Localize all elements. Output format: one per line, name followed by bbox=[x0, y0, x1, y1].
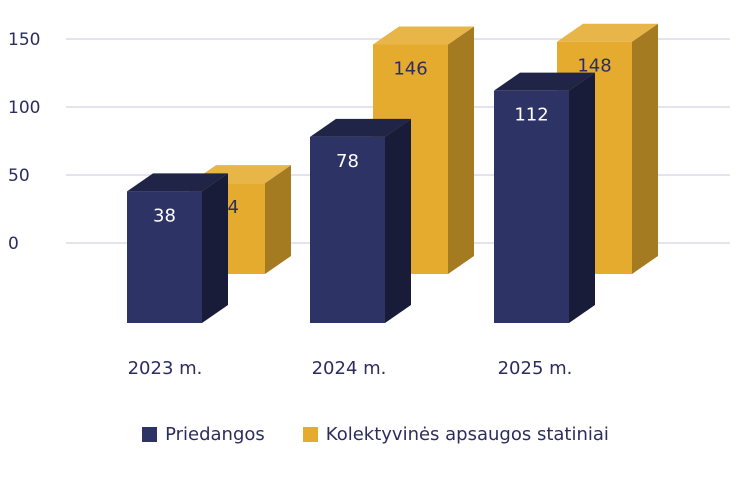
y-tick-label-150: 150 bbox=[8, 30, 40, 50]
data-label-0-0: 38 bbox=[153, 205, 176, 226]
data-label-1-1: 146 bbox=[393, 58, 427, 79]
bar-front-0-2 bbox=[494, 90, 569, 324]
bar-front-0-0 bbox=[127, 191, 202, 323]
bar-top-0-2 bbox=[494, 72, 595, 91]
legend-label-kolektyvines: Kolektyvinės apsaugos statiniai bbox=[325, 424, 609, 445]
legend-swatch-priedangos bbox=[142, 427, 158, 442]
legend-swatch-kolektyvines bbox=[302, 427, 318, 442]
bar-top-0-0 bbox=[127, 173, 228, 192]
bar-front-0-1 bbox=[310, 136, 385, 323]
legend-item-priedangos: Priedangos bbox=[142, 424, 265, 445]
legend: Priedangos Kolektyvinės apsaugos statini… bbox=[0, 424, 751, 445]
bar-side-1-1 bbox=[448, 26, 474, 274]
data-label-0-2: 112 bbox=[514, 105, 548, 126]
bar-side-1-0 bbox=[265, 165, 291, 274]
x-tick-label-1: 2024 m. bbox=[312, 358, 387, 379]
bar-side-0-1 bbox=[385, 118, 411, 323]
bar-side-0-0 bbox=[202, 173, 228, 323]
y-tick-label-50: 50 bbox=[8, 166, 30, 186]
bar-side-0-2 bbox=[569, 72, 595, 324]
x-tick-label-0: 2023 m. bbox=[128, 358, 203, 379]
legend-label-priedangos: Priedangos bbox=[165, 424, 265, 445]
legend-item-kolektyvines: Kolektyvinės apsaugos statiniai bbox=[302, 424, 609, 445]
bar-chart-svg: 0501001504414614838781122023 m.2024 m.20… bbox=[8, 23, 730, 379]
bar-top-1-1 bbox=[373, 26, 474, 45]
bar-top-0-1 bbox=[310, 118, 411, 137]
y-tick-label-100: 100 bbox=[8, 98, 40, 118]
bar-side-1-2 bbox=[632, 23, 658, 274]
x-tick-label-2: 2025 m. bbox=[498, 358, 573, 379]
bar-top-1-2 bbox=[557, 23, 658, 42]
data-label-1-2: 148 bbox=[577, 56, 611, 77]
y-tick-label-0: 0 bbox=[8, 234, 19, 254]
data-label-0-1: 78 bbox=[336, 151, 359, 172]
